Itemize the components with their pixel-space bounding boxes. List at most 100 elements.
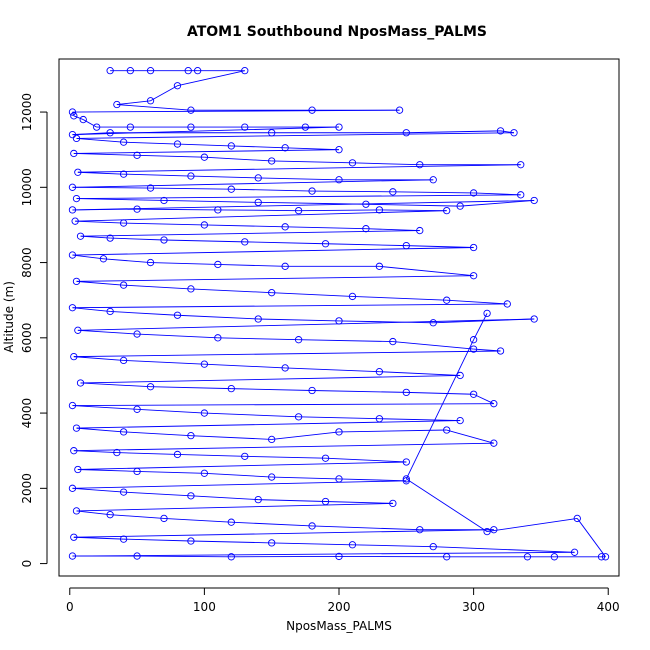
series-line-segment [338, 478, 407, 482]
data-point [200, 409, 209, 417]
data-point [227, 518, 235, 526]
data-point [443, 206, 451, 215]
data-point [70, 447, 78, 455]
series-line-segment [487, 517, 578, 533]
data-point [68, 484, 77, 492]
series-line-segment [217, 337, 299, 341]
data-point [503, 300, 511, 308]
x-tick-label: 400 [597, 600, 620, 614]
series-line-segment [77, 164, 521, 173]
series-line-segment [123, 491, 191, 497]
data-point [416, 526, 424, 534]
series-line-segment [271, 476, 340, 480]
data-point [416, 226, 424, 235]
data-point [375, 206, 384, 214]
series-line-segment [72, 247, 474, 256]
series-line-segment [163, 517, 232, 523]
data-point [254, 198, 262, 207]
series-line-segment [76, 502, 393, 512]
data-point [68, 251, 77, 259]
series-line-segment [271, 160, 353, 164]
data-point [72, 424, 81, 432]
data-point [402, 477, 410, 485]
series-line-segment [72, 126, 340, 136]
data-point [456, 416, 464, 425]
series-line-segment [103, 258, 151, 264]
data-point [74, 465, 82, 474]
series-line-segment [177, 454, 245, 457]
series-line-segment [137, 470, 205, 474]
series-line-segment [123, 431, 191, 437]
plot-frame [58, 58, 620, 577]
data-point [113, 100, 121, 109]
series-line-segment [379, 418, 461, 422]
series-line-segment [76, 280, 124, 286]
series-line-segment [76, 194, 521, 200]
series-line-segment [271, 292, 353, 297]
data-point [601, 553, 610, 561]
data-point [268, 129, 276, 137]
series-line-segment [406, 391, 474, 395]
data-point [173, 311, 182, 319]
y-tick-label: 10000 [20, 168, 34, 206]
data-point [74, 168, 82, 176]
series-line-segment [460, 200, 535, 207]
series-line-segment [76, 510, 111, 516]
data-point [294, 336, 303, 344]
data-point [301, 123, 309, 131]
y-tick-label: 8000 [20, 247, 34, 278]
series-line-segment [352, 295, 447, 301]
y-axis-label: Altitude (m) [2, 281, 16, 353]
series-line-segment [116, 104, 191, 111]
data-point [106, 234, 114, 242]
data-point [496, 127, 505, 135]
data-point [119, 281, 128, 289]
series-line-segment [76, 427, 124, 433]
data-point [517, 161, 525, 169]
data-point [268, 473, 276, 481]
series-line-segment [110, 237, 165, 241]
series-line-segment [177, 314, 259, 320]
data-point [214, 260, 222, 269]
data-point [214, 334, 222, 342]
x-tick-label: 200 [328, 600, 351, 614]
data-point [268, 157, 276, 165]
series-line-segment [76, 275, 474, 282]
data-point [389, 188, 397, 196]
data-point [68, 401, 77, 410]
series-line-segment [325, 501, 393, 504]
data-point [146, 184, 155, 192]
series-line-segment [72, 186, 151, 189]
data-point [187, 492, 195, 500]
data-point [395, 106, 404, 114]
data-point [429, 176, 437, 184]
series-line-segment [204, 412, 299, 418]
series-line-segment [73, 115, 84, 120]
data-point [456, 371, 464, 380]
series-line-segment [123, 538, 191, 542]
series-line-segment [72, 208, 138, 211]
series-layer [68, 67, 610, 561]
x-tick-label: 0 [66, 600, 74, 614]
data-point [74, 326, 82, 334]
series-line-segment [72, 179, 434, 188]
series-line-segment [190, 495, 259, 501]
series-line-segment [123, 173, 191, 177]
data-point [93, 123, 101, 131]
data-point [389, 499, 397, 508]
data-point [335, 552, 343, 561]
data-point [308, 187, 316, 195]
series-line-segment [231, 388, 313, 391]
series-line-segment [379, 371, 461, 376]
data-point [72, 194, 81, 203]
data-point [281, 364, 289, 372]
series-line-segment [80, 230, 420, 237]
data-point [187, 537, 195, 545]
data-point [119, 356, 128, 365]
data-point [68, 304, 77, 312]
data-point [308, 386, 316, 395]
series-line-segment [298, 339, 393, 343]
series-line-segment [271, 431, 340, 440]
x-axis-label: NposMass_PALMS [286, 619, 392, 633]
data-point [523, 553, 532, 561]
